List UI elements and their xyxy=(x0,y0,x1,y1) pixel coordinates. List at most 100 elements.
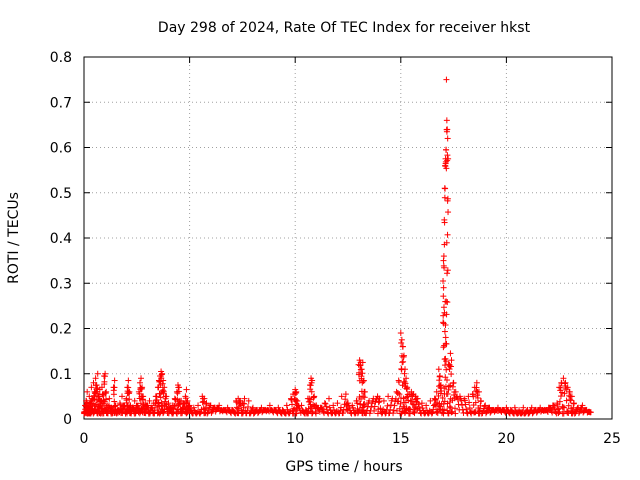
data-point xyxy=(440,304,447,311)
y-tick-label: 0.2 xyxy=(50,322,72,338)
data-point xyxy=(570,400,577,407)
data-point xyxy=(369,398,376,405)
data-point xyxy=(283,402,290,409)
data-point xyxy=(111,384,118,391)
data-point xyxy=(441,328,448,335)
data-point xyxy=(439,394,446,401)
data-point xyxy=(384,402,391,409)
data-point xyxy=(320,408,327,415)
data-point xyxy=(387,402,394,409)
y-tick-label: 0.5 xyxy=(50,186,72,202)
data-point xyxy=(441,406,448,413)
data-point xyxy=(449,408,456,415)
data-point xyxy=(385,393,392,400)
x-tick-label: 15 xyxy=(392,431,410,447)
data-point xyxy=(241,395,248,402)
data-point xyxy=(436,377,443,384)
data-point xyxy=(293,397,300,404)
data-point xyxy=(398,336,405,343)
data-point xyxy=(321,400,328,407)
data-point xyxy=(249,405,256,412)
data-point xyxy=(433,409,440,416)
data-point xyxy=(440,277,447,284)
data-point xyxy=(556,398,563,405)
data-point xyxy=(349,404,356,411)
data-point xyxy=(155,399,162,406)
data-point xyxy=(101,373,108,380)
data-point xyxy=(477,398,484,405)
x-axis-label: GPS time / hours xyxy=(285,459,402,475)
x-tick-labels: 0 5 10 15 20 25 xyxy=(80,431,621,447)
data-point xyxy=(295,402,302,409)
data-points xyxy=(81,76,594,417)
data-point xyxy=(448,371,455,378)
data-point xyxy=(325,395,332,402)
data-point xyxy=(400,395,407,402)
data-point xyxy=(435,366,442,373)
data-point xyxy=(427,397,434,404)
grid-lines xyxy=(84,57,612,419)
data-point xyxy=(466,399,473,406)
data-point xyxy=(430,406,437,413)
data-point xyxy=(466,404,473,411)
data-point xyxy=(377,405,384,412)
data-point xyxy=(245,397,252,404)
data-point xyxy=(443,298,450,305)
data-point xyxy=(459,402,466,409)
data-point xyxy=(136,379,143,386)
data-point xyxy=(454,393,461,400)
data-point xyxy=(549,409,556,416)
data-point xyxy=(440,253,447,260)
data-point xyxy=(575,410,582,417)
data-point xyxy=(441,194,448,201)
data-point xyxy=(162,395,169,402)
data-point xyxy=(470,393,477,400)
data-point xyxy=(292,389,299,396)
data-point xyxy=(159,380,166,387)
data-point xyxy=(214,404,221,411)
data-point xyxy=(94,370,101,377)
data-point xyxy=(360,378,367,385)
data-point xyxy=(138,385,145,392)
y-tick-label: 0.3 xyxy=(50,276,72,292)
data-point xyxy=(398,366,405,373)
chart-title: Day 298 of 2024, Rate Of TEC Index for r… xyxy=(158,20,531,36)
data-point xyxy=(436,373,443,380)
data-point xyxy=(102,406,109,413)
data-point xyxy=(102,390,109,397)
y-axis-label: ROTI / TECUs xyxy=(6,192,22,284)
data-point xyxy=(111,398,118,405)
data-point xyxy=(94,384,101,391)
data-point xyxy=(438,388,445,395)
data-point xyxy=(402,380,409,387)
data-point xyxy=(119,393,126,400)
data-point xyxy=(126,390,133,397)
data-point xyxy=(561,390,568,397)
data-point xyxy=(111,377,118,384)
data-point xyxy=(433,388,440,395)
data-point xyxy=(183,398,190,405)
data-point xyxy=(563,386,570,393)
data-point xyxy=(204,410,211,417)
y-tick-label: 0.8 xyxy=(50,50,72,66)
y-tick-label: 0.6 xyxy=(50,141,72,157)
data-point xyxy=(391,402,398,409)
data-point xyxy=(172,402,179,409)
y-tick-label: 0 xyxy=(63,412,72,428)
data-point xyxy=(159,387,166,394)
data-point xyxy=(578,405,585,412)
data-point xyxy=(444,195,451,202)
data-point xyxy=(409,401,416,408)
data-point xyxy=(368,404,375,411)
data-point xyxy=(205,407,212,414)
data-point xyxy=(443,239,450,246)
data-point xyxy=(416,403,423,410)
data-point xyxy=(411,410,418,417)
data-point xyxy=(361,400,368,407)
data-point xyxy=(511,404,518,411)
data-point xyxy=(481,403,488,410)
data-point xyxy=(354,400,361,407)
data-point xyxy=(125,384,132,391)
data-point xyxy=(555,405,562,412)
data-point xyxy=(308,388,315,395)
